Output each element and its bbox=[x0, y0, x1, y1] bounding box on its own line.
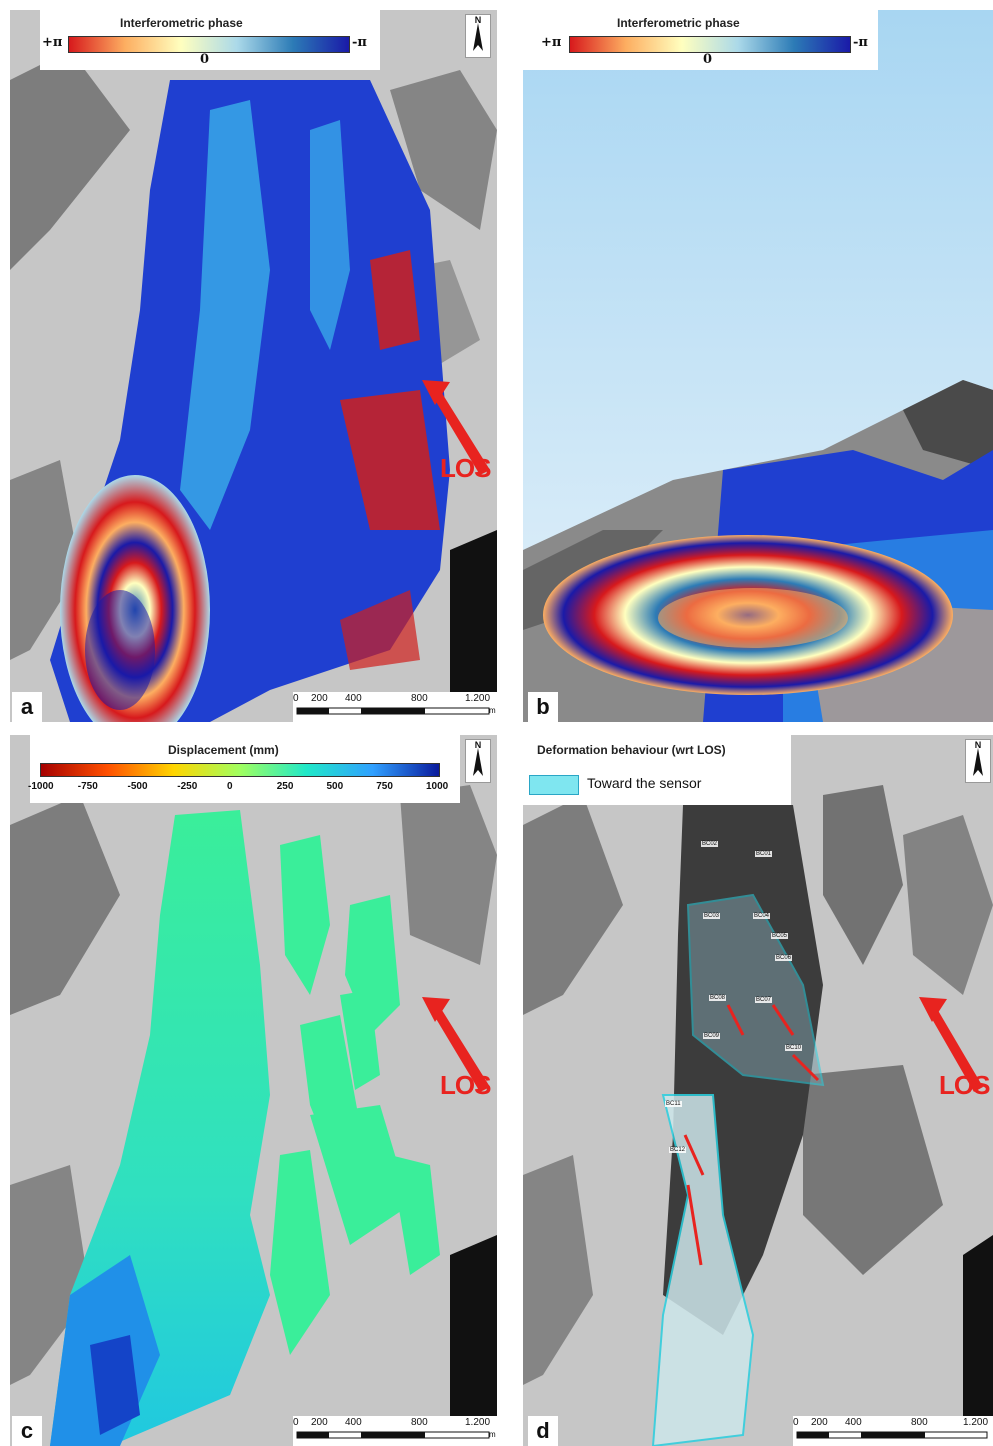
point-label: BC11 bbox=[665, 1101, 682, 1107]
los-label: LOS bbox=[939, 1070, 990, 1100]
displacement-tick-label: -750 bbox=[77, 781, 98, 792]
legend-left-label: +π bbox=[42, 35, 63, 50]
displacement-tick-label: -1000 bbox=[28, 781, 54, 792]
scale-tick: 200 bbox=[811, 1417, 828, 1428]
displacement-legend: Displacement (mm) -1000 -750 -500 -250 0 250 5… bbox=[28, 735, 460, 803]
point-label: BC10 bbox=[785, 1045, 803, 1051]
scale-tick: 1.200 bbox=[465, 1417, 491, 1428]
scale-tick: 200 bbox=[311, 693, 328, 704]
legend-title: Displacement (mm) bbox=[168, 743, 279, 757]
scale-tick: 0 bbox=[293, 1417, 299, 1428]
legend-title: Interferometric phase bbox=[617, 16, 740, 30]
point-label: BC02 bbox=[701, 841, 719, 847]
panel-d: Deformation behaviour (wrt LOS) Toward t… bbox=[523, 735, 993, 1446]
displacement-tick-label: 0 bbox=[227, 781, 233, 792]
toward-sensor-label: Toward the sensor bbox=[587, 775, 702, 791]
point-label: BC12 bbox=[669, 1147, 687, 1153]
panel-b-3d-view bbox=[523, 10, 993, 722]
displacement-tick-label: 750 bbox=[376, 781, 393, 792]
point-label: BC08 bbox=[709, 995, 727, 1001]
phase-legend: Interferometric phase +π -π 0 bbox=[40, 10, 380, 70]
scale-bar: 0 200 400 800 1.200 m bbox=[293, 1416, 497, 1446]
displacement-tick-label: 250 bbox=[276, 781, 294, 792]
legend-right-label: -π bbox=[853, 35, 868, 50]
scale-tick: 800 bbox=[911, 1417, 928, 1428]
legend-title: Interferometric phase bbox=[120, 16, 243, 30]
scale-tick: 400 bbox=[345, 1417, 362, 1428]
north-arrow-icon: N bbox=[465, 14, 491, 58]
los-label: LOS bbox=[440, 453, 491, 483]
north-label: N bbox=[974, 740, 982, 750]
point-label: BC05 bbox=[771, 933, 789, 939]
scale-tick: 800 bbox=[411, 693, 428, 704]
scale-tick: 0 bbox=[793, 1417, 799, 1428]
north-arrow-icon: N bbox=[465, 739, 491, 783]
north-arrow-icon: N bbox=[965, 739, 991, 783]
panel-a: Interferometric phase +π -π 0 N LOS 0 20… bbox=[10, 10, 497, 722]
panel-a-map bbox=[10, 10, 497, 722]
scale-unit: m bbox=[489, 706, 496, 715]
scale-tick: 400 bbox=[345, 693, 362, 704]
displacement-tick-label: 1000 bbox=[426, 781, 449, 792]
legend-title: Deformation behaviour (wrt LOS) bbox=[537, 743, 726, 757]
deformation-legend: Deformation behaviour (wrt LOS) Toward t… bbox=[523, 735, 791, 805]
panel-c-map bbox=[10, 735, 497, 1446]
panel-c: Displacement (mm) -1000 -750 -500 -250 0 250 5… bbox=[10, 735, 497, 1446]
phase-colorbar bbox=[569, 36, 851, 53]
phase-colorbar bbox=[68, 36, 350, 53]
point-label: BC04 bbox=[753, 913, 771, 919]
point-label: BC09 bbox=[703, 1033, 721, 1039]
scale-unit: m bbox=[489, 1430, 496, 1439]
panel-letter: b bbox=[528, 692, 558, 722]
legend-right-label: -π bbox=[352, 35, 367, 50]
north-label: N bbox=[474, 15, 482, 25]
panel-letter: a bbox=[12, 692, 42, 722]
toward-sensor-swatch bbox=[529, 775, 579, 795]
legend-center-label: 0 bbox=[703, 52, 713, 67]
scale-tick: 200 bbox=[311, 1417, 328, 1428]
displacement-tick-label: -500 bbox=[127, 781, 148, 792]
point-label: BC03 bbox=[703, 913, 721, 919]
phase-legend: Interferometric phase +π -π 0 bbox=[523, 10, 878, 70]
north-label: N bbox=[474, 740, 482, 750]
panel-b: Interferometric phase +π -π 0 b bbox=[523, 10, 993, 722]
panel-letter: d bbox=[528, 1416, 558, 1446]
point-label: BC07 bbox=[755, 997, 773, 1003]
scale-tick: 1.200 bbox=[465, 693, 491, 704]
legend-center-label: 0 bbox=[200, 52, 210, 67]
scale-tick: 1.200 bbox=[963, 1417, 989, 1428]
displacement-colorbar bbox=[40, 763, 440, 777]
scale-tick: 0 bbox=[293, 693, 299, 704]
scale-bar: 0 200 400 800 1.200 m bbox=[293, 692, 497, 722]
panel-d-map bbox=[523, 735, 993, 1446]
scale-tick: 400 bbox=[845, 1417, 862, 1428]
displacement-tick-label: -250 bbox=[177, 781, 198, 792]
point-label: BC06 bbox=[775, 955, 793, 961]
scale-tick: 800 bbox=[411, 1417, 428, 1428]
scale-bar: 0 200 400 800 1.200 bbox=[793, 1416, 993, 1446]
point-label: BC01 bbox=[755, 851, 773, 857]
legend-left-label: +π bbox=[541, 35, 562, 50]
panel-letter: c bbox=[12, 1416, 42, 1446]
los-label: LOS bbox=[440, 1070, 491, 1100]
displacement-tick-label: 500 bbox=[326, 781, 344, 792]
